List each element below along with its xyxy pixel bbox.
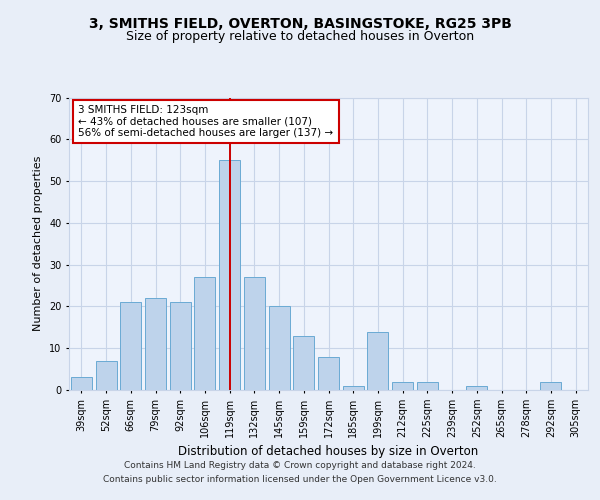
- Bar: [466, 386, 487, 390]
- Bar: [318, 356, 339, 390]
- Bar: [95, 361, 116, 390]
- Text: Size of property relative to detached houses in Overton: Size of property relative to detached ho…: [126, 30, 474, 43]
- Bar: [194, 277, 215, 390]
- Y-axis label: Number of detached properties: Number of detached properties: [34, 156, 43, 332]
- Bar: [269, 306, 290, 390]
- Bar: [541, 382, 562, 390]
- Bar: [120, 302, 141, 390]
- Bar: [170, 302, 191, 390]
- Bar: [145, 298, 166, 390]
- Bar: [367, 332, 388, 390]
- Bar: [343, 386, 364, 390]
- Bar: [71, 378, 92, 390]
- Bar: [219, 160, 240, 390]
- Bar: [244, 277, 265, 390]
- Bar: [293, 336, 314, 390]
- Bar: [392, 382, 413, 390]
- Text: Contains HM Land Registry data © Crown copyright and database right 2024.
Contai: Contains HM Land Registry data © Crown c…: [103, 462, 497, 483]
- X-axis label: Distribution of detached houses by size in Overton: Distribution of detached houses by size …: [178, 446, 479, 458]
- Bar: [417, 382, 438, 390]
- Text: 3 SMITHS FIELD: 123sqm
← 43% of detached houses are smaller (107)
56% of semi-de: 3 SMITHS FIELD: 123sqm ← 43% of detached…: [79, 105, 334, 138]
- Text: 3, SMITHS FIELD, OVERTON, BASINGSTOKE, RG25 3PB: 3, SMITHS FIELD, OVERTON, BASINGSTOKE, R…: [89, 17, 511, 31]
